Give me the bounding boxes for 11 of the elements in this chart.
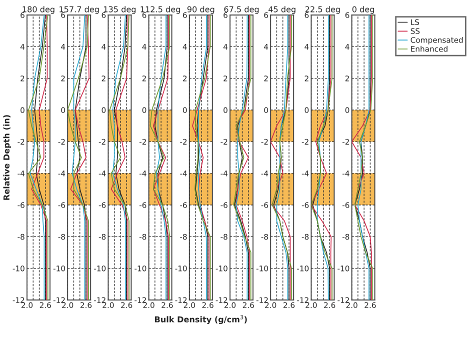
chart-title: 135 deg bbox=[104, 6, 136, 14]
chart-title: 180 deg bbox=[22, 6, 54, 14]
y-axis-title: Relative Depth (in) bbox=[3, 115, 12, 200]
chart-title: 67.5 deg bbox=[224, 6, 259, 14]
chart-title: 0 deg bbox=[352, 6, 374, 14]
chart-title: 112.5 deg bbox=[140, 6, 180, 14]
chart-title: 90 deg bbox=[187, 6, 214, 14]
chart-title: 45 deg bbox=[268, 6, 296, 14]
x-axis-title: Bulk Density (g/cm$^{3}$) bbox=[155, 315, 247, 324]
chart-title: 22.5 deg bbox=[305, 6, 340, 14]
chart-title: 157.7 deg bbox=[60, 6, 99, 14]
